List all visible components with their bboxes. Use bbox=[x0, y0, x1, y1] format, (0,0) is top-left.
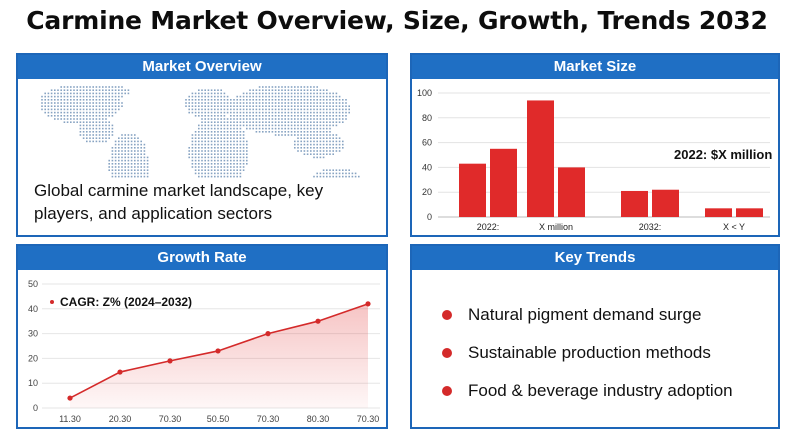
x-tick-label: 50.50 bbox=[207, 414, 230, 424]
trend-item-label: Food & beverage industry adoption bbox=[468, 381, 733, 400]
trend-item: Sustainable production methods bbox=[442, 334, 733, 372]
x-tick-label: 70.30 bbox=[257, 414, 280, 424]
bar bbox=[621, 190, 648, 217]
y-tick-label: 30 bbox=[28, 329, 38, 339]
bullet-dot-icon bbox=[442, 386, 452, 396]
x-tick-label: X million bbox=[539, 222, 573, 232]
market-size-panel: Market Size 0 20 40 60 80 100 2022: X million 2… bbox=[410, 53, 780, 237]
growth-rate-header: Growth Rate bbox=[18, 246, 386, 270]
page-title: Carmine Market Overview, Size, Growth, T… bbox=[26, 6, 768, 35]
key-trends-header: Key Trends bbox=[412, 246, 778, 270]
growth-rate-chart: 0 10 20 30 40 50 11.30 20.30 70.30 50.50 70.30 80.… bbox=[28, 279, 380, 424]
y-tick-label: 20 bbox=[28, 353, 38, 363]
y-tick-label: 0 bbox=[33, 403, 38, 413]
bar bbox=[705, 208, 732, 217]
market-overview-header: Market Overview bbox=[18, 55, 386, 79]
y-tick-label: 10 bbox=[28, 378, 38, 388]
bar bbox=[558, 167, 585, 217]
x-tick-label: 80.30 bbox=[307, 414, 330, 424]
key-trends-list: Natural pigment demand surge Sustainable… bbox=[442, 296, 733, 410]
y-tick-label: 0 bbox=[427, 212, 432, 222]
x-tick-label: X < Y bbox=[723, 222, 745, 232]
trend-item-label: Natural pigment demand surge bbox=[468, 305, 702, 324]
y-tick-label: 40 bbox=[28, 304, 38, 314]
y-tick-label: 50 bbox=[28, 279, 38, 289]
market-size-header: Market Size bbox=[412, 55, 778, 79]
data-point bbox=[167, 358, 173, 364]
x-tick-label: 20.30 bbox=[109, 414, 132, 424]
market-overview-description: Global carmine market landscape, key pla… bbox=[34, 181, 324, 223]
key-trends-panel: Key Trends Natural pigment demand surge … bbox=[410, 244, 780, 429]
bar bbox=[527, 100, 554, 217]
growth-rate-panel: Growth Rate 0 10 20 30 40 50 11.30 20.30 70.30 5… bbox=[16, 244, 388, 429]
data-point bbox=[117, 369, 123, 375]
data-point bbox=[315, 318, 321, 324]
y-tick-label: 40 bbox=[422, 162, 432, 172]
bar bbox=[490, 148, 517, 217]
x-tick-label: 11.30 bbox=[59, 414, 81, 424]
data-point bbox=[67, 395, 73, 401]
y-tick-label: 60 bbox=[422, 138, 432, 148]
trend-item-label: Sustainable production methods bbox=[468, 343, 711, 362]
growth-legend-label: CAGR: Z% (2024–2032) bbox=[60, 295, 192, 309]
x-tick-label: 2022: bbox=[477, 222, 500, 232]
trend-item: Natural pigment demand surge bbox=[442, 296, 733, 334]
legend-marker-icon bbox=[50, 300, 54, 304]
x-tick-label: 70.30 bbox=[357, 414, 380, 424]
bar bbox=[652, 189, 679, 217]
bullet-dot-icon bbox=[442, 310, 452, 320]
data-point bbox=[215, 348, 221, 354]
bar bbox=[736, 208, 763, 217]
market-overview-panel: Market Overview Global carmine market la… bbox=[16, 53, 388, 237]
market-size-annotation: 2022: $X million bbox=[674, 147, 772, 162]
bar bbox=[459, 163, 486, 217]
world-map-icon bbox=[41, 86, 360, 178]
data-point bbox=[265, 331, 271, 337]
trend-item: Food & beverage industry adoption bbox=[442, 372, 733, 410]
x-tick-label: 2032: bbox=[639, 222, 662, 232]
data-point bbox=[365, 301, 371, 307]
y-tick-label: 80 bbox=[422, 113, 432, 123]
x-tick-label: 70.30 bbox=[159, 414, 182, 424]
y-tick-label: 100 bbox=[417, 88, 432, 98]
market-size-chart: 0 20 40 60 80 100 2022: X million 2032: X < Y 20… bbox=[417, 88, 772, 232]
bullet-dot-icon bbox=[442, 348, 452, 358]
y-tick-label: 20 bbox=[422, 187, 432, 197]
growth-area-fill bbox=[70, 303, 368, 408]
